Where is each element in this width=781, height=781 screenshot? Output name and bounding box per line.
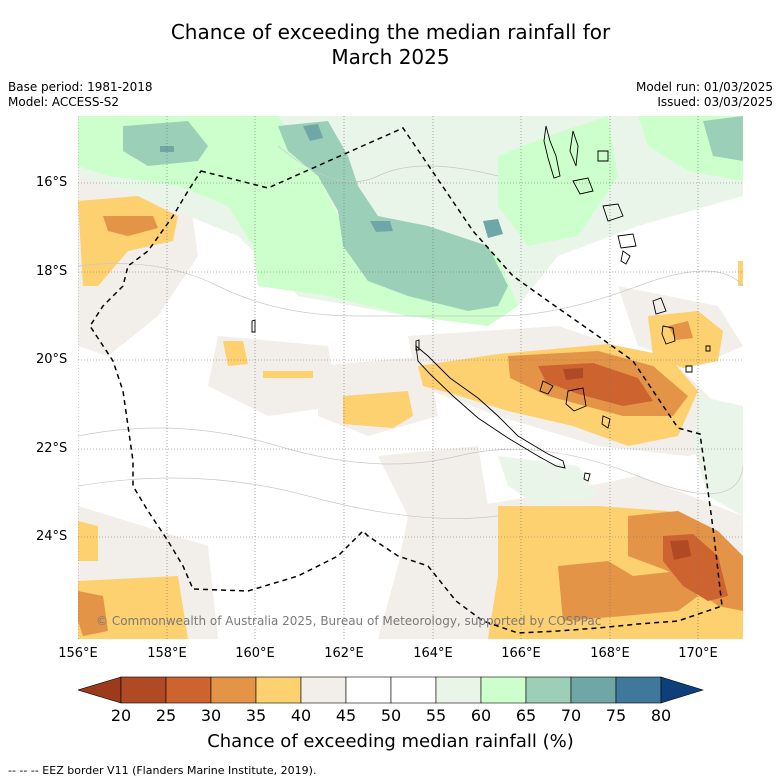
lon-label-170e: 170°E [678,646,718,661]
colorbar-segment-40-45 [300,676,347,704]
dark-teal-areas [160,124,503,238]
lat-label-16s: 16°S [36,175,68,190]
colorbar-tick-45: 45 [335,706,357,725]
lon-label-156e: 156°E [58,646,98,661]
colorbar-tick-25: 25 [155,706,177,725]
colorbar-segment-30-35 [210,676,257,704]
colorbar-segment-45-50 [345,676,392,704]
colorbar-tick-30: 30 [200,706,222,725]
lat-label-22s: 22°S [36,441,68,456]
title-line-2: March 2025 [331,45,450,69]
colorbar-segment-25-30 [165,676,212,704]
colorbar-segment-low [78,676,122,704]
colorbar-tick-75: 75 [605,706,627,725]
colorbar-segment-75-80 [615,676,662,704]
colorbar-tick-70: 70 [560,706,582,725]
colorbar-tick-35: 35 [245,706,267,725]
colorbar-tick-55: 55 [425,706,447,725]
lon-label-158e: 158°E [147,646,187,661]
lon-label-168e: 168°E [590,646,630,661]
colorbar-segment-65-70 [525,676,572,704]
copyright-text: © Commonwealth of Australia 2025, Bureau… [96,614,602,628]
contours [78,145,743,519]
colorbar-label: Chance of exceeding median rainfall (%) [207,731,574,752]
model-name: Model: ACCESS-S2 [8,95,120,109]
colorbar-tick-20: 20 [110,706,132,725]
teal-areas [123,116,743,311]
eez-border [89,127,723,634]
issued-date: Issued: 03/03/2025 [657,95,773,109]
coastlines [251,125,711,482]
lat-label-20s: 20°S [36,352,68,367]
colorbar-tick-65: 65 [515,706,537,725]
brown-areas [563,368,691,560]
meta-left: Base period: 1981-2018 Model: ACCESS-S2 [8,80,153,110]
model-run: Model run: 01/03/2025 [635,80,773,94]
lon-label-162e: 162°E [324,646,364,661]
meta-right: Model run: 01/03/2025 Issued: 03/03/2025 [636,80,773,110]
colorbar-tick-50: 50 [380,706,402,725]
colorbar-tick-80: 80 [650,706,672,725]
map-title: Chance of exceeding the median rainfall … [0,20,781,70]
colorbar-tick-60: 60 [470,706,492,725]
lat-label-18s: 18°S [36,264,68,279]
colorbar-segment-high [660,676,704,704]
colorbar-segment-70-75 [570,676,617,704]
colorbar [78,676,704,704]
base-period: Base period: 1981-2018 [8,80,153,94]
colorbar-segment-20-25 [120,676,167,704]
colorbar-segment-35-40 [255,676,302,704]
rainfall-map [78,116,743,639]
map-svg [78,116,743,639]
colorbar-segment-50-55 [390,676,437,704]
colorbar-tick-40: 40 [290,706,312,725]
lon-label-164e: 164°E [413,646,453,661]
lon-label-160e: 160°E [235,646,275,661]
eez-footnote: -- -- -- EEZ border V11 (Flanders Marine… [8,764,317,777]
colorbar-segment-60-65 [480,676,527,704]
colorbar-segment-55-60 [435,676,482,704]
title-line-1: Chance of exceeding the median rainfall … [170,20,611,44]
lat-label-24s: 24°S [36,529,68,544]
lon-label-166e: 166°E [501,646,541,661]
gridlines [78,116,743,639]
